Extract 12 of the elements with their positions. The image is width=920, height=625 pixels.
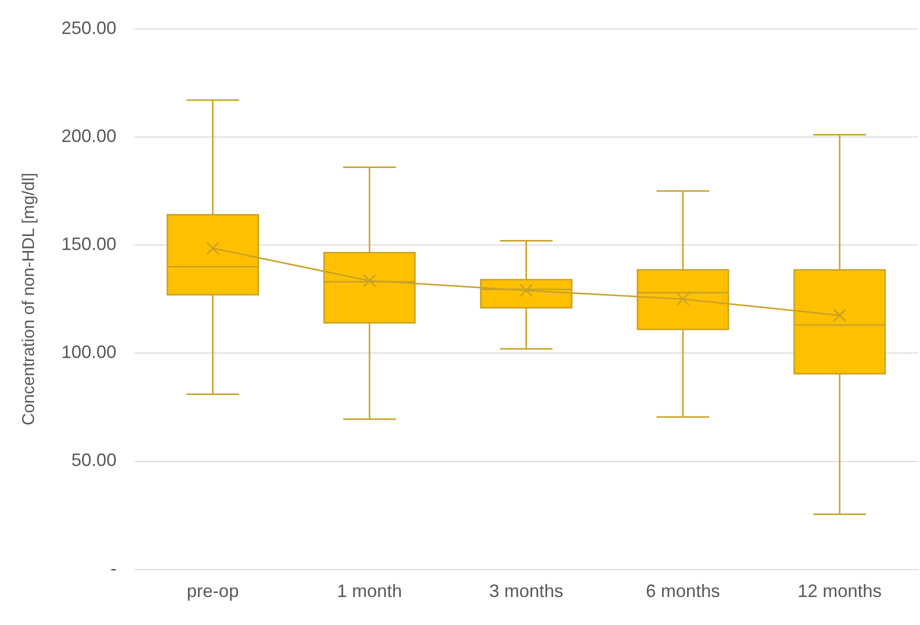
- x-tick-label: 1 month: [336, 581, 402, 602]
- x-tick-label: 12 months: [798, 581, 882, 602]
- y-tick-label: 100.00: [61, 342, 116, 362]
- y-tick-label: 50.00: [71, 450, 116, 470]
- x-tick-label: 3 months: [489, 581, 564, 602]
- x-tick-label: 6 months: [646, 581, 720, 602]
- y-tick-label: 250.00: [61, 18, 116, 38]
- y-tick-label: 150.00: [61, 234, 116, 254]
- y-tick-label: -: [110, 558, 116, 578]
- x-tick-label: pre-op: [186, 581, 239, 602]
- y-axis-title: Concentration of non-HDL [mg/dl]: [18, 172, 38, 426]
- y-tick-label: 200.00: [61, 126, 116, 146]
